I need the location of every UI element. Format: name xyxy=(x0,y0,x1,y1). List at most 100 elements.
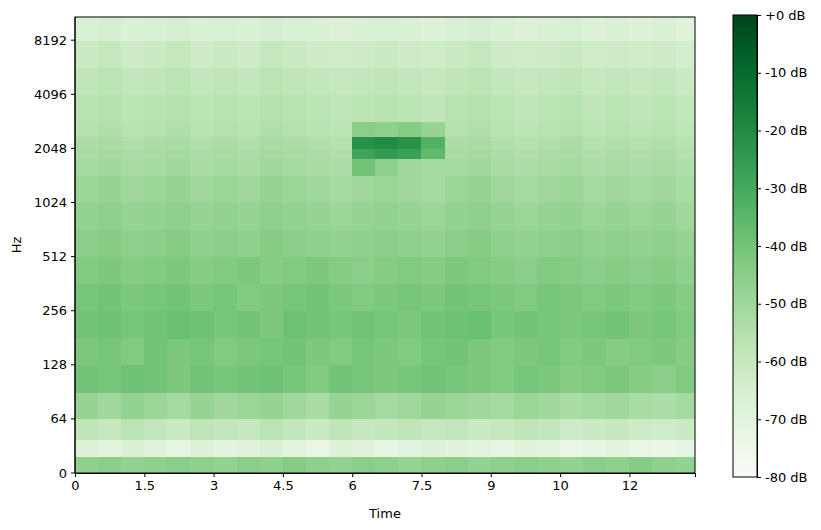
cell xyxy=(398,67,422,95)
cell xyxy=(214,94,238,122)
cell xyxy=(260,230,284,258)
cell xyxy=(306,121,330,136)
cell xyxy=(468,202,492,230)
cell xyxy=(214,121,238,136)
cell xyxy=(676,311,695,339)
cell xyxy=(560,40,584,68)
y-tick-label: 8192 xyxy=(34,33,67,48)
cell xyxy=(537,40,561,68)
cell xyxy=(260,148,284,159)
cell xyxy=(144,257,168,285)
x-tick: 4.5 xyxy=(273,473,294,493)
chart: 01.534.567.59101206412825651210242048409… xyxy=(0,0,821,530)
cell xyxy=(375,439,399,456)
cell xyxy=(306,311,330,339)
cell xyxy=(98,17,122,41)
cell xyxy=(491,94,515,122)
y-tick-mark xyxy=(71,94,75,95)
cell xyxy=(514,338,538,365)
colorbar-tick-mark xyxy=(757,419,761,420)
cell xyxy=(121,67,145,95)
cell xyxy=(491,40,515,68)
cell xyxy=(560,94,584,122)
cell xyxy=(75,17,99,41)
cell xyxy=(676,392,695,419)
cell xyxy=(652,311,676,339)
cell xyxy=(537,392,561,419)
cell xyxy=(445,94,469,122)
colorbar-tick-label: -60 dB xyxy=(765,354,808,369)
cell xyxy=(329,121,353,136)
cell xyxy=(283,284,307,312)
cell xyxy=(676,202,695,230)
cell xyxy=(283,121,307,136)
colorbar-tick-mark xyxy=(757,188,761,189)
y-tick: 2048 xyxy=(34,141,75,156)
cell xyxy=(375,257,399,285)
cell xyxy=(514,311,538,339)
cell xyxy=(144,40,168,68)
cell xyxy=(144,311,168,339)
y-tick-mark xyxy=(71,148,75,149)
cell xyxy=(491,365,515,393)
cell xyxy=(375,338,399,365)
cell xyxy=(606,230,630,258)
cell xyxy=(98,94,122,122)
cell xyxy=(468,311,492,339)
y-tick-mark xyxy=(71,256,75,257)
cell xyxy=(306,392,330,419)
cell xyxy=(421,392,445,419)
cell xyxy=(468,94,492,122)
cell xyxy=(537,67,561,95)
cell xyxy=(98,158,122,175)
cell xyxy=(121,311,145,339)
cell xyxy=(514,40,538,68)
cell xyxy=(676,94,695,122)
cell xyxy=(652,257,676,285)
cell xyxy=(75,338,99,365)
y-tick: 128 xyxy=(42,357,75,372)
cell xyxy=(514,284,538,312)
cell xyxy=(375,284,399,312)
cell xyxy=(260,439,284,456)
cell xyxy=(214,136,238,149)
cell xyxy=(237,148,261,159)
cell xyxy=(306,439,330,456)
cell xyxy=(652,202,676,230)
cell xyxy=(144,17,168,41)
cell xyxy=(445,365,469,393)
cell xyxy=(514,230,538,258)
cell xyxy=(652,419,676,440)
cell xyxy=(167,67,191,95)
cell xyxy=(283,17,307,41)
y-tick: 8192 xyxy=(34,33,75,48)
heatmap-cells xyxy=(75,17,695,473)
cell xyxy=(491,136,515,149)
cell xyxy=(468,392,492,419)
cell xyxy=(352,202,376,230)
cell xyxy=(75,136,99,149)
cell xyxy=(329,419,353,440)
cell xyxy=(468,257,492,285)
cell xyxy=(514,94,538,122)
cell xyxy=(629,419,653,440)
cell xyxy=(306,338,330,365)
cell xyxy=(75,67,99,95)
cell xyxy=(537,365,561,393)
cell xyxy=(214,40,238,68)
cell xyxy=(491,158,515,175)
cell xyxy=(260,67,284,95)
x-tick-mark xyxy=(75,473,76,477)
cell xyxy=(583,257,607,285)
cell xyxy=(560,365,584,393)
cell xyxy=(652,121,676,136)
colorbar-tick: -30 dB xyxy=(757,181,808,196)
cell xyxy=(421,158,445,175)
cell xyxy=(237,230,261,258)
cell xyxy=(329,365,353,393)
colorbar-tick: -40 dB xyxy=(757,239,808,254)
x-tick-mark xyxy=(629,473,630,477)
cell xyxy=(398,148,422,159)
cell xyxy=(491,311,515,339)
cell xyxy=(167,202,191,230)
